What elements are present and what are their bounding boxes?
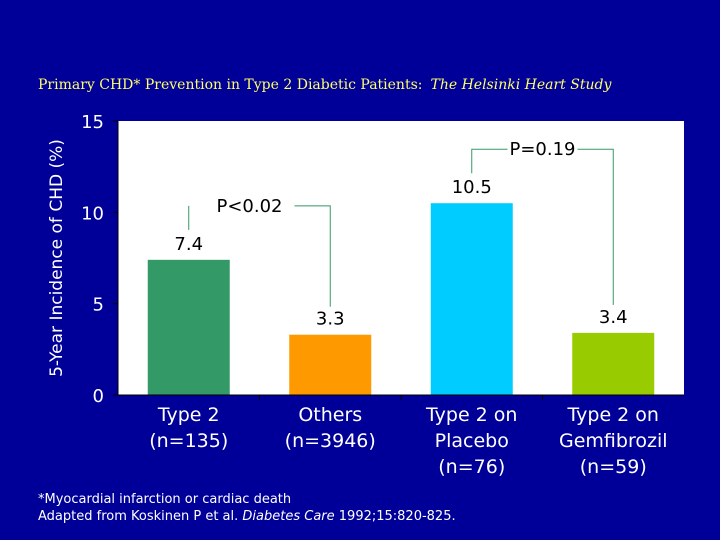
p-value-label-1: P<0.02 <box>216 196 282 217</box>
significance-bracket-1 <box>188 205 331 307</box>
significance-bracket-2 <box>471 148 614 305</box>
title-main: Primary CHD* Prevention in Type 2 Diabet… <box>38 77 423 93</box>
p-value-label-2: P=0.19 <box>509 139 575 160</box>
x-category-label-1: Type 2 (n=135) <box>149 404 228 452</box>
x-category-label-4: Type 2 on Gemfibrozil (n=59) <box>559 404 668 478</box>
data-label-4: 3.4 <box>599 307 628 328</box>
chart-title: Primary CHD* Prevention in Type 2 Diabet… <box>38 77 718 93</box>
data-label-2: 3.3 <box>316 309 345 330</box>
data-label-3: 10.5 <box>452 177 492 198</box>
y-tick-label-10: 10 <box>81 203 104 224</box>
y-tick-label-15: 15 <box>81 112 104 133</box>
y-tick-label-0: 0 <box>93 386 104 407</box>
x-category-label-3: Type 2 on Placebo (n=76) <box>425 404 517 478</box>
y-tick-label-5: 5 <box>93 295 104 316</box>
y-axis-label: 5-Year Incidence of CHD (%) <box>47 139 67 377</box>
bar-1 <box>147 259 230 395</box>
footnote-citation: Adapted from Koskinen P et al. Diabetes … <box>38 508 456 525</box>
footnote-definition: *Myocardial infarction or cardiac death <box>38 492 292 507</box>
bar-4 <box>572 332 655 395</box>
citation-journal: Diabetes Care <box>242 509 335 524</box>
bar-3 <box>430 203 513 395</box>
citation-prefix: Adapted from Koskinen P et al. <box>38 509 243 524</box>
citation-suffix: 1992;15:820-825. <box>334 509 456 524</box>
title-subtitle: The Helsinki Heart Study <box>430 77 612 93</box>
data-label-1: 7.4 <box>174 234 203 255</box>
x-category-label-2: Others (n=3946) <box>285 404 376 452</box>
footnote: *Myocardial infarction or cardiac death … <box>38 491 456 525</box>
bar-2 <box>289 334 372 395</box>
